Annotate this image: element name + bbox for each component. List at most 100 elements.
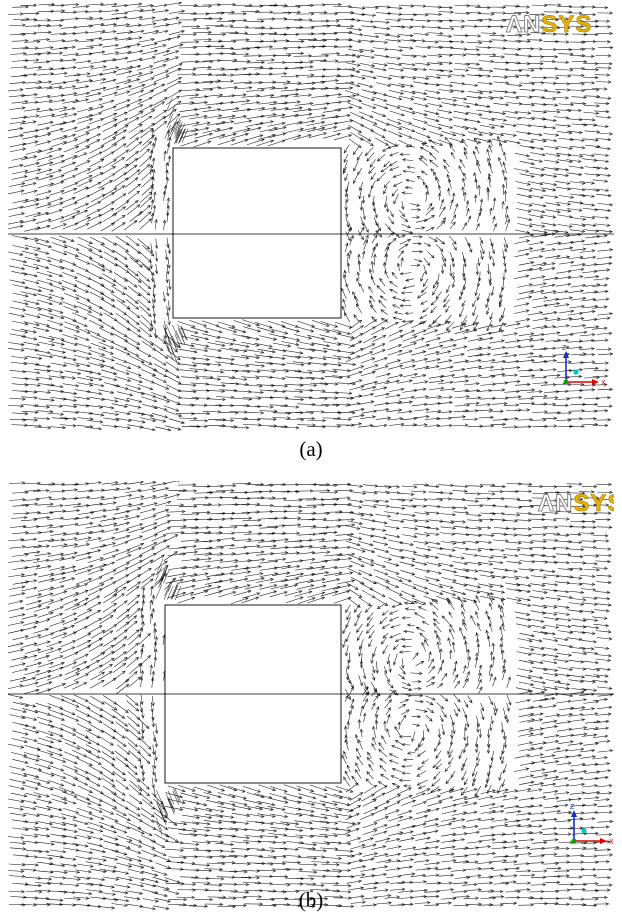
vector-arrowhead (556, 302, 561, 306)
velocity-vector (38, 383, 55, 386)
velocity-vector (345, 216, 349, 228)
vector-arrowhead (230, 100, 235, 105)
vector-arrowhead (162, 116, 167, 120)
vector-arrowhead (269, 72, 274, 76)
vector-arrowhead (233, 329, 238, 333)
vector-arrowhead (581, 82, 585, 86)
velocity-vector (59, 216, 75, 223)
vector-arrowhead (461, 186, 465, 191)
vector-arrowhead (22, 369, 27, 374)
velocity-vector (154, 349, 168, 359)
vector-arrowhead (380, 169, 385, 173)
velocity-vector (593, 362, 609, 364)
velocity-vector (361, 89, 377, 94)
velocity-vector (465, 397, 481, 400)
velocity-vector (165, 272, 168, 283)
velocity-vector (366, 152, 375, 162)
velocity-vector (142, 134, 155, 146)
vector-arrowhead (553, 416, 558, 420)
velocity-vector (126, 99, 142, 106)
vector-arrowhead (86, 194, 91, 198)
velocity-vector (270, 369, 289, 372)
vector-arrowhead (247, 323, 252, 327)
velocity-vector (12, 300, 29, 305)
vector-arrowhead (76, 210, 81, 214)
vector-arrowhead (452, 221, 456, 226)
vector-arrowhead (492, 215, 496, 220)
velocity-vector (295, 74, 314, 77)
vector-arrowhead (568, 224, 573, 228)
vector-arrowhead (565, 40, 570, 44)
velocity-vector (61, 315, 77, 322)
vector-arrowhead (335, 19, 340, 23)
vector-arrowhead (284, 86, 289, 90)
velocity-vector (34, 19, 51, 21)
vector-arrowhead (351, 423, 355, 427)
velocity-vector (476, 109, 492, 113)
velocity-vector (428, 387, 444, 391)
velocity-vector (337, 68, 356, 71)
velocity-vector (100, 23, 117, 27)
velocity-vector (63, 250, 79, 257)
velocity-vector (595, 317, 611, 320)
velocity-vector (245, 349, 264, 353)
velocity-vector (411, 329, 426, 336)
velocity-vector (337, 382, 356, 385)
velocity-vector (349, 7, 365, 9)
velocity-vector (166, 81, 182, 89)
vector-arrowhead (401, 84, 406, 88)
vector-arrowhead (513, 425, 518, 429)
vector-arrowhead (436, 90, 441, 95)
vector-arrowhead (260, 19, 265, 23)
vector-arrowhead (581, 229, 586, 233)
velocity-vector (529, 166, 545, 171)
velocity-vector (595, 397, 611, 399)
vector-arrowhead (530, 332, 535, 336)
velocity-vector (488, 26, 504, 28)
velocity-vector (528, 146, 544, 150)
velocity-vector (519, 359, 535, 362)
velocity-vector (334, 134, 352, 141)
velocity-vector (349, 414, 365, 418)
velocity-vector (272, 81, 291, 84)
vector-arrowhead (381, 327, 386, 331)
velocity-vector (48, 175, 65, 181)
vector-arrowhead (379, 277, 383, 282)
vector-arrowhead (578, 374, 583, 379)
vector-arrowhead (296, 338, 301, 342)
velocity-vector (527, 48, 543, 50)
vector-arrowhead (128, 70, 133, 74)
velocity-vector (583, 89, 600, 91)
vector-arrowhead (35, 162, 40, 166)
velocity-vector (181, 89, 200, 92)
velocity-vector (166, 345, 174, 361)
velocity-vector (115, 417, 132, 422)
velocity-vector (400, 39, 416, 42)
vector-arrowhead (513, 18, 518, 22)
vector-arrowhead (148, 218, 152, 222)
vector-arrowhead (594, 62, 599, 66)
vector-arrowhead (126, 426, 131, 430)
vector-arrowhead (125, 319, 130, 323)
vector-arrowhead (22, 308, 27, 312)
vector-arrowhead (345, 283, 349, 288)
vector-arrowhead (111, 249, 115, 253)
velocity-vector (254, 343, 273, 347)
velocity-vector (293, 134, 312, 140)
velocity-vector (502, 418, 518, 420)
velocity-vector (281, 321, 299, 328)
vector-arrowhead (148, 313, 152, 317)
velocity-vector (125, 177, 139, 188)
vector-arrowhead (426, 343, 431, 348)
velocity-vector (269, 67, 288, 70)
velocity-vector (123, 220, 138, 231)
velocity-vector (72, 209, 88, 217)
vector-arrowhead (385, 408, 390, 412)
vector-arrowhead (502, 323, 507, 327)
velocity-vector (124, 348, 139, 357)
velocity-vector (350, 131, 364, 141)
velocity-vector (137, 270, 150, 282)
vector-arrowhead (437, 395, 442, 399)
vector-arrowhead (32, 120, 37, 124)
vector-arrowhead (578, 172, 583, 177)
